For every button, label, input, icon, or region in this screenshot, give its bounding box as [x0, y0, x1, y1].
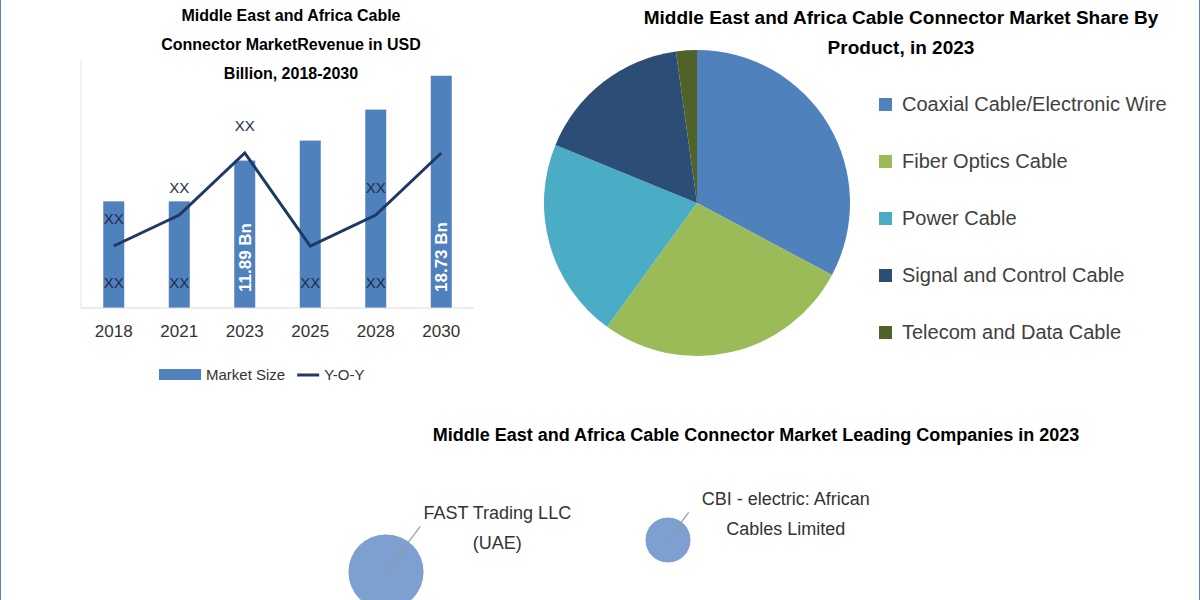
legend-swatch	[879, 326, 892, 339]
legend-label: Fiber Optics Cable	[902, 147, 1167, 175]
chart-title: Middle East and Africa Cable Connector M…	[331, 421, 1181, 449]
chart-title: Middle East and Africa Cable Connector M…	[141, 1, 441, 88]
legend	[879, 98, 892, 339]
legend-swatch	[879, 212, 892, 225]
data-label: 18.73 Bn	[432, 222, 451, 292]
leader-line	[668, 512, 689, 540]
x-axis	[81, 308, 474, 309]
legend-swatch	[159, 369, 201, 380]
data-label: XX	[169, 274, 189, 291]
x-tick-label: 2030	[422, 322, 460, 341]
bubble-label: CBI - electric: African Cables Limited	[681, 484, 891, 544]
legend-swatch	[879, 98, 892, 111]
x-tick-label: 2025	[291, 322, 329, 341]
bubble-label: FAST Trading LLC (UAE)	[412, 498, 582, 558]
legend-label: Telecom and Data Cable	[902, 318, 1167, 346]
data-label: XX	[235, 117, 255, 134]
bubble	[348, 534, 424, 600]
bar	[103, 201, 124, 308]
data-labels: XX XX 11.89 Bn XX XX 18.73 Bn XX XX XX XX	[104, 117, 452, 292]
x-tick-label: 2023	[226, 322, 264, 341]
legend-swatch	[879, 269, 892, 282]
y-axis	[81, 60, 82, 308]
chart-title: Middle East and Africa Cable Connector M…	[636, 3, 1166, 63]
legend-label: Y-O-Y	[324, 366, 364, 383]
line	[114, 153, 442, 246]
data-label: XX	[300, 274, 320, 291]
plot-marks	[103, 76, 452, 308]
legend-label: Coaxial Cable/Electronic Wire	[902, 90, 1167, 118]
data-label: XX	[104, 274, 124, 291]
bar	[300, 141, 321, 308]
data-label: XX	[366, 179, 386, 196]
data-label: 11.89 Bn	[236, 223, 255, 292]
data-label: XX	[366, 274, 386, 291]
legend-swatch	[297, 374, 319, 377]
x-tick-label: 2028	[357, 322, 395, 341]
legend: Market Size Y-O-Y	[159, 366, 365, 383]
bar	[431, 76, 452, 308]
bar	[234, 161, 255, 308]
legend-label: Power Cable	[902, 204, 1167, 232]
legend-label: Signal and Control Cable	[902, 261, 1167, 289]
legend-swatch	[879, 155, 892, 168]
x-tick-label: 2021	[160, 322, 198, 341]
canvas: XX XX 11.89 Bn XX XX 18.73 Bn XX XX XX XX 2018 2021…	[1, 0, 1200, 600]
legend-label: Market Size	[206, 366, 285, 383]
page: XX XX 11.89 Bn XX XX 18.73 Bn XX XX XX XX 2018 2021…	[0, 0, 1200, 600]
x-tick-label: 2018	[95, 322, 133, 341]
data-label: XX	[169, 179, 189, 196]
leader-line	[386, 526, 420, 572]
pie	[544, 50, 850, 356]
data-label: XX	[104, 210, 124, 227]
pie-slice	[555, 51, 697, 203]
pie-slice	[676, 50, 697, 203]
bubbles	[348, 512, 691, 600]
